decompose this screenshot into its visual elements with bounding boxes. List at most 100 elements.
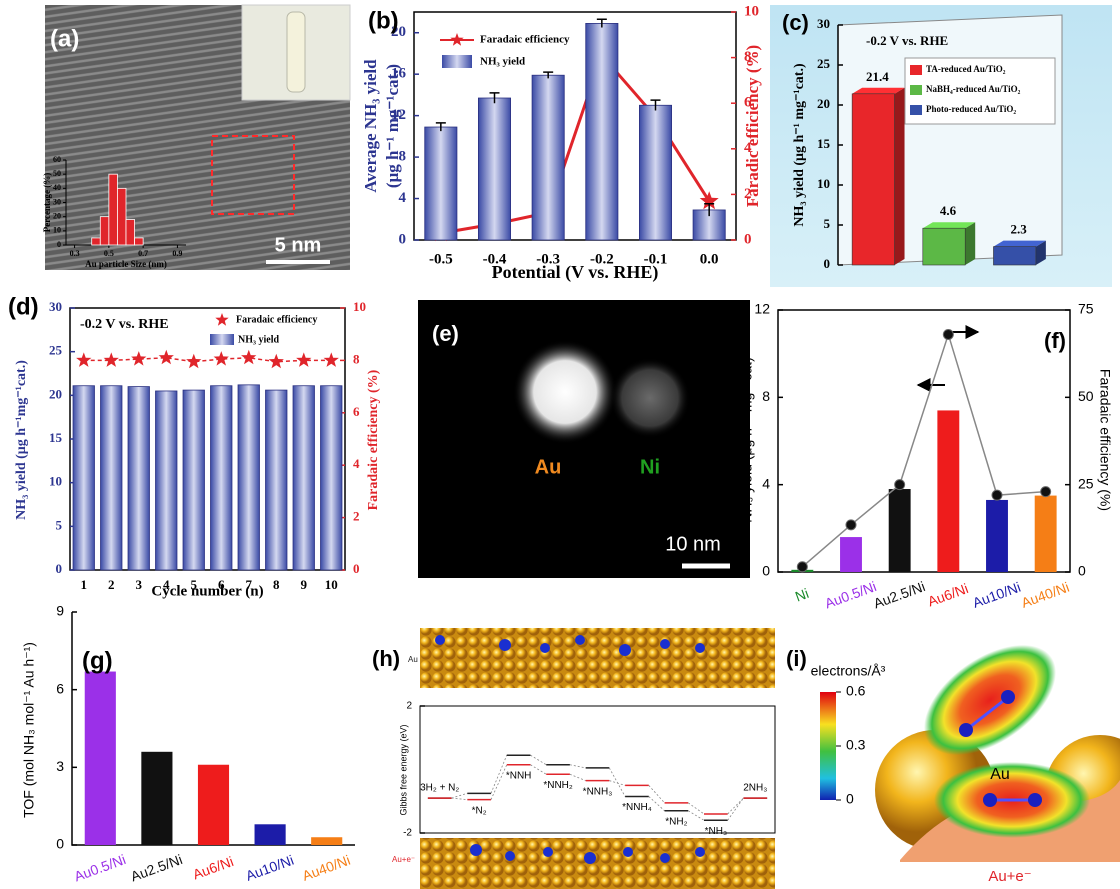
state-label: *NNH₄: [622, 802, 652, 813]
y-tick-label: 5: [56, 517, 63, 532]
y-tick-label: 3: [56, 758, 64, 774]
colorbar-title: electrons/Å³: [811, 663, 886, 679]
y2-tick-label: 0: [1078, 563, 1086, 579]
x-tick-label: Au10/Ni: [244, 852, 296, 884]
connector: [609, 781, 625, 786]
x-tick-label: Au10/Ni: [970, 579, 1022, 611]
x-tick-label: 0.5: [104, 249, 114, 258]
histogram-bar: [92, 238, 101, 245]
y-tick-label: 0: [56, 836, 64, 852]
bar: [73, 386, 94, 570]
histogram-bar: [100, 217, 109, 245]
marker: [131, 351, 146, 366]
scale-bar-label: 10 nm: [665, 533, 721, 555]
x-tick-label: Au40/Ni: [1019, 579, 1071, 611]
legend-label: NH₃ yield: [480, 56, 525, 68]
y-axis-label: Average NH₃ yield: [361, 59, 380, 193]
y-tick-label: 0: [57, 240, 61, 249]
slab-label: Au+e⁻: [392, 855, 415, 864]
x-tick-label: 0.3: [70, 249, 80, 258]
marker: [1041, 487, 1051, 497]
bar: [889, 489, 911, 572]
histogram-bar: [117, 188, 126, 245]
bar-side: [965, 222, 975, 265]
y2-tick-label: 25: [1078, 475, 1094, 491]
x-tick-label: 9: [301, 577, 308, 592]
marker: [296, 352, 311, 367]
colorbar-tick-label: 0.3: [846, 737, 866, 753]
connector: [728, 798, 744, 820]
y-axis-label: NH₃ yield (μg h⁻¹ mg⁻¹cat.): [792, 63, 807, 227]
y-tick-label: 20: [53, 211, 61, 220]
bar: [211, 386, 232, 570]
y2-axis-label: Faradaic efficiency (%): [1097, 369, 1113, 511]
state-label: 3H₂ + N₂: [420, 783, 459, 794]
y-tick-label: -2: [403, 828, 412, 839]
y-tick-label: 9: [56, 603, 64, 619]
x-tick-label: Au6/Ni: [191, 853, 236, 882]
y-tick-label: 10: [817, 176, 830, 191]
y-tick-label: 0: [762, 563, 770, 579]
legend-marker: [215, 313, 228, 326]
x-tick-label: 10: [325, 577, 338, 592]
bar-side: [895, 88, 905, 265]
y2-tick-label: 4: [353, 456, 360, 471]
y2-tick-label: 75: [1078, 301, 1094, 317]
vial: [287, 12, 305, 92]
bar: [255, 824, 286, 845]
y-tick-label: 2: [406, 701, 412, 712]
y-tick-label: 25: [817, 56, 831, 71]
y2-axis-label: Faradaic efficiency (%): [366, 369, 381, 510]
particle-label: Au: [535, 456, 562, 478]
connector: [452, 798, 468, 800]
x-axis-label: Potential (V vs. RHE): [492, 262, 659, 283]
y-tick-label: 8: [762, 388, 770, 404]
bar: [532, 75, 564, 240]
x-tick-label: 0.7: [138, 249, 148, 258]
histogram-bar: [135, 238, 144, 245]
bar: [238, 385, 259, 570]
x-axis-label: Au particle Size (nm): [85, 259, 167, 269]
connector: [688, 803, 704, 814]
marker: [186, 354, 201, 369]
y-tick-label: 10: [49, 474, 62, 489]
marker: [269, 354, 284, 369]
y-tick-label: 0: [399, 231, 407, 247]
bar: [852, 94, 894, 265]
figure: (a)5 nm01020304050600.30.50.70.9Au parti…: [0, 0, 1120, 889]
bar: [937, 410, 959, 572]
bar: [1035, 496, 1057, 572]
marker: [797, 562, 807, 572]
y2-tick-label: 10: [744, 3, 759, 19]
y-tick-label: 4: [399, 190, 407, 206]
panel-label: (c): [782, 10, 809, 35]
y-tick-label: 0: [824, 256, 831, 271]
y-tick-label: 5: [824, 216, 831, 231]
y-axis-label: TOF (mol NH₃ mol⁻¹ Au h⁻¹): [21, 642, 37, 818]
y-tick-label: 20: [49, 386, 62, 401]
x-tick-label: 0.0: [700, 251, 719, 267]
connector: [570, 765, 586, 768]
legend-swatch: [910, 105, 922, 115]
legend-label: NaBH₄-reduced Au/TiO₂: [926, 84, 1021, 94]
y-tick-label: 15: [817, 136, 831, 151]
bar: [156, 391, 177, 570]
y-tick-label: 15: [49, 430, 63, 445]
connector: [728, 798, 744, 814]
marker: [104, 352, 119, 367]
panel-label: (i): [786, 646, 807, 671]
ni-particle: [610, 358, 690, 438]
legend-marker: [450, 33, 463, 46]
panel-label: (e): [432, 321, 459, 346]
bar: [993, 247, 1035, 265]
panel-label: (d): [8, 293, 39, 320]
x-tick-label: 0.9: [172, 249, 182, 258]
legend-label: Photo-reduced Au/TiO₂: [926, 104, 1016, 114]
bar: [85, 672, 116, 845]
y2-tick-label: 8: [353, 351, 360, 366]
x-tick-label: Ni: [793, 585, 811, 605]
panel-label: (a): [50, 25, 79, 52]
y-tick-label: 10: [53, 226, 61, 235]
state-label: *N₂: [472, 805, 487, 816]
bar: [478, 98, 510, 240]
